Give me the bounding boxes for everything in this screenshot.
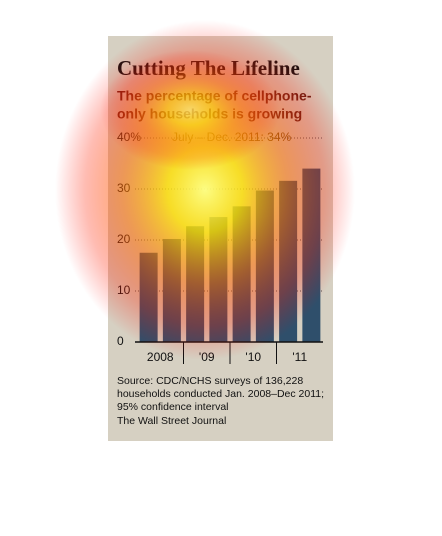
- source: households conducted Jan. 2008–Dec 2011;: [117, 388, 324, 400]
- source: Source: CDC/NCHS surveys of 136,228: [117, 375, 303, 387]
- bar: [302, 168, 321, 342]
- chart-title: Cutting The Lifeline: [117, 56, 300, 80]
- annotation: July – Dec. 2011: 34%: [172, 130, 292, 144]
- y-tick-label: 10: [117, 283, 131, 297]
- bar: [139, 252, 158, 342]
- x-tick-label: '10: [245, 350, 261, 364]
- bar: [255, 190, 274, 342]
- bar: [162, 238, 181, 342]
- bar: [232, 206, 251, 342]
- subtitle: The percentage of cellphone-: [117, 88, 312, 104]
- y-tick-label: 20: [117, 232, 131, 246]
- y-tick-label: 40%: [117, 130, 141, 144]
- x-tick-label: '11: [292, 350, 307, 364]
- bar: [186, 226, 205, 342]
- y-tick-label: 30: [117, 181, 131, 195]
- y-tick-label: 0: [117, 334, 124, 348]
- x-tick-label: 2008: [147, 350, 174, 364]
- bar: [209, 217, 228, 342]
- x-tick-label: '09: [199, 350, 215, 364]
- bar: [279, 180, 298, 342]
- subtitle: only households is growing: [117, 106, 302, 122]
- source: 95% confidence interval: [117, 401, 229, 413]
- credit: The Wall Street Journal: [117, 415, 226, 427]
